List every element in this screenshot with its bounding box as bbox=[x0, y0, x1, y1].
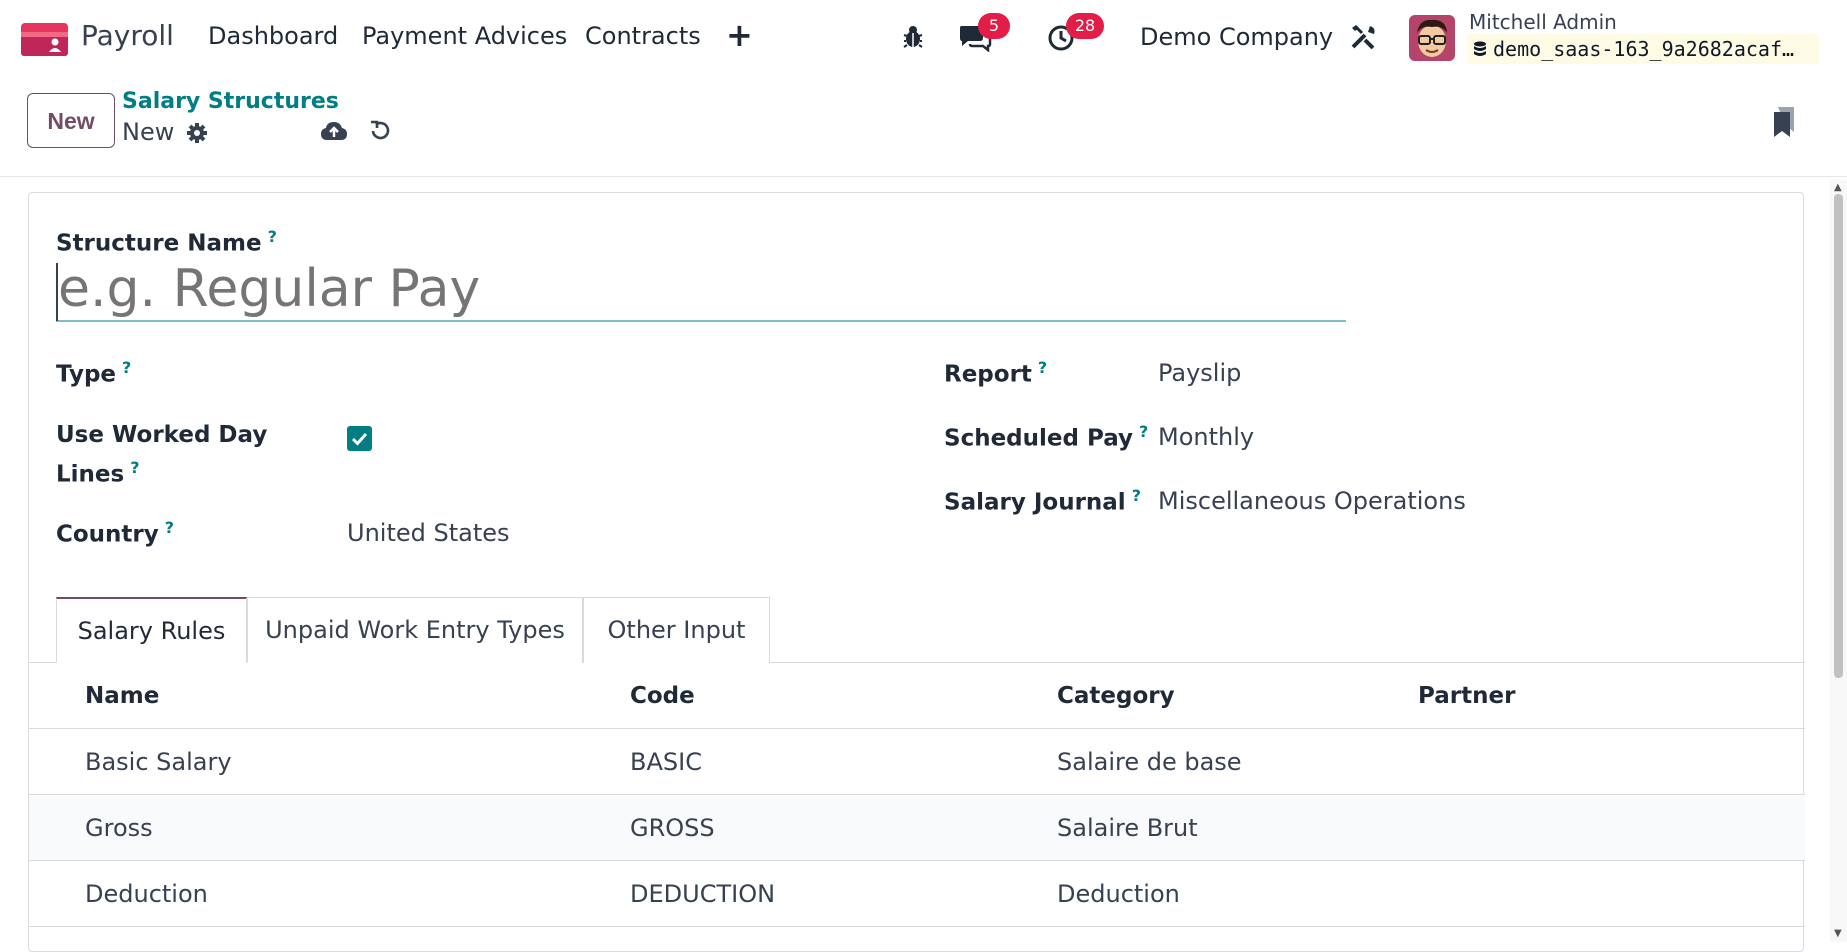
tab-other-input[interactable]: Other Input bbox=[583, 597, 770, 663]
salary-journal-label: Salary Journal? bbox=[944, 486, 1141, 516]
new-button[interactable]: New bbox=[27, 93, 115, 148]
tools-icon[interactable] bbox=[1348, 22, 1378, 52]
table-row[interactable]: Gross GROSS Salaire Brut bbox=[29, 795, 1805, 861]
tab-salary-rules[interactable]: Salary Rules bbox=[56, 597, 247, 663]
avatar[interactable] bbox=[1409, 15, 1455, 61]
scheduled-pay-field[interactable]: Monthly bbox=[1158, 423, 1255, 451]
help-tooltip-icon[interactable]: ? bbox=[267, 227, 277, 246]
help-tooltip-icon[interactable]: ? bbox=[122, 358, 132, 377]
use-worked-day-checkbox[interactable] bbox=[347, 426, 372, 451]
report-label: Report? bbox=[944, 358, 1048, 388]
messages-badge: 5 bbox=[978, 13, 1010, 39]
activities-badge: 28 bbox=[1066, 13, 1104, 39]
control-panel: New Salary Structures New bbox=[0, 76, 1847, 177]
country-field[interactable]: United States bbox=[347, 519, 510, 547]
cell-category: Salaire de base bbox=[1057, 748, 1242, 776]
help-tooltip-icon[interactable]: ? bbox=[164, 518, 175, 537]
cell-code: BASIC bbox=[630, 748, 702, 776]
page-scrollbar[interactable]: ▲ ▼ bbox=[1830, 180, 1847, 942]
menu-dashboard[interactable]: Dashboard bbox=[208, 22, 339, 50]
cell-category: Salaire Brut bbox=[1057, 814, 1198, 842]
table-header: Name Code Category Partner bbox=[29, 663, 1805, 729]
cell-name: Basic Salary bbox=[85, 748, 232, 776]
gear-icon[interactable] bbox=[186, 122, 208, 144]
scroll-thumb[interactable] bbox=[1834, 194, 1843, 678]
help-tooltip-icon[interactable]: ? bbox=[1131, 486, 1141, 505]
column-header-code[interactable]: Code bbox=[630, 683, 695, 709]
discard-icon[interactable] bbox=[368, 119, 392, 143]
structure-name-input[interactable] bbox=[56, 258, 1346, 322]
cell-category: Deduction bbox=[1057, 880, 1180, 908]
user-name[interactable]: Mitchell Admin bbox=[1469, 10, 1617, 34]
menu-contracts[interactable]: Contracts bbox=[585, 22, 701, 50]
text-cursor bbox=[56, 263, 58, 321]
help-tooltip-icon[interactable]: ? bbox=[1037, 358, 1048, 377]
type-label: Type? bbox=[56, 358, 132, 388]
breadcrumb[interactable]: Salary Structures bbox=[122, 89, 339, 114]
country-label: Country? bbox=[56, 518, 175, 548]
bookmark-icon[interactable] bbox=[1772, 106, 1796, 138]
cell-code: DEDUCTION bbox=[630, 880, 776, 908]
scroll-down-arrow-icon[interactable]: ▼ bbox=[1834, 928, 1842, 939]
menu-payment-advices[interactable]: Payment Advices bbox=[362, 22, 568, 50]
use-worked-day-label: Use Worked Day bbox=[56, 422, 268, 448]
structure-name-label: Structure Name? bbox=[56, 227, 277, 257]
table-row[interactable]: Deduction DEDUCTION Deduction bbox=[29, 861, 1805, 927]
top-navbar: Payroll Dashboard Payment Advices Contra… bbox=[0, 0, 1847, 76]
cell-code: GROSS bbox=[630, 814, 715, 842]
cloud-upload-icon[interactable] bbox=[320, 120, 348, 142]
plus-icon[interactable]: + bbox=[726, 16, 753, 54]
checkmark-icon bbox=[351, 432, 368, 446]
scroll-up-arrow-icon[interactable]: ▲ bbox=[1834, 182, 1842, 193]
help-tooltip-icon[interactable]: ? bbox=[130, 458, 140, 477]
company-switcher[interactable]: Demo Company bbox=[1140, 23, 1334, 51]
column-header-category[interactable]: Category bbox=[1057, 683, 1175, 709]
form-sheet: Structure Name? Type? Use Worked Day Lin… bbox=[28, 192, 1805, 952]
use-worked-day-label-2: Lines? bbox=[56, 458, 140, 488]
report-field[interactable]: Payslip bbox=[1158, 359, 1242, 387]
column-header-partner[interactable]: Partner bbox=[1418, 683, 1516, 709]
record-title: New bbox=[122, 118, 175, 146]
column-header-name[interactable]: Name bbox=[85, 683, 160, 709]
cell-name: Gross bbox=[85, 814, 153, 842]
help-tooltip-icon[interactable]: ? bbox=[1139, 422, 1149, 441]
cell-name: Deduction bbox=[85, 880, 208, 908]
tab-unpaid-work-entry-types[interactable]: Unpaid Work Entry Types bbox=[247, 597, 583, 663]
app-name[interactable]: Payroll bbox=[81, 19, 174, 52]
salary-journal-field[interactable]: Miscellaneous Operations bbox=[1158, 487, 1466, 515]
tab-underline bbox=[29, 662, 1805, 663]
payroll-app-icon[interactable] bbox=[21, 23, 68, 56]
database-label: demo_saas-163_9a2682acaf… bbox=[1493, 37, 1795, 61]
salary-rules-table: Name Code Category Partner Basic Salary … bbox=[29, 663, 1805, 927]
bug-icon[interactable] bbox=[898, 22, 928, 52]
scheduled-pay-label: Scheduled Pay? bbox=[944, 422, 1149, 452]
database-name: demo_saas-163_9a2682acaf… bbox=[1467, 34, 1819, 64]
clock-icon[interactable] bbox=[1046, 22, 1076, 52]
database-icon bbox=[1474, 41, 1486, 56]
table-row[interactable]: Basic Salary BASIC Salaire de base bbox=[29, 729, 1805, 795]
